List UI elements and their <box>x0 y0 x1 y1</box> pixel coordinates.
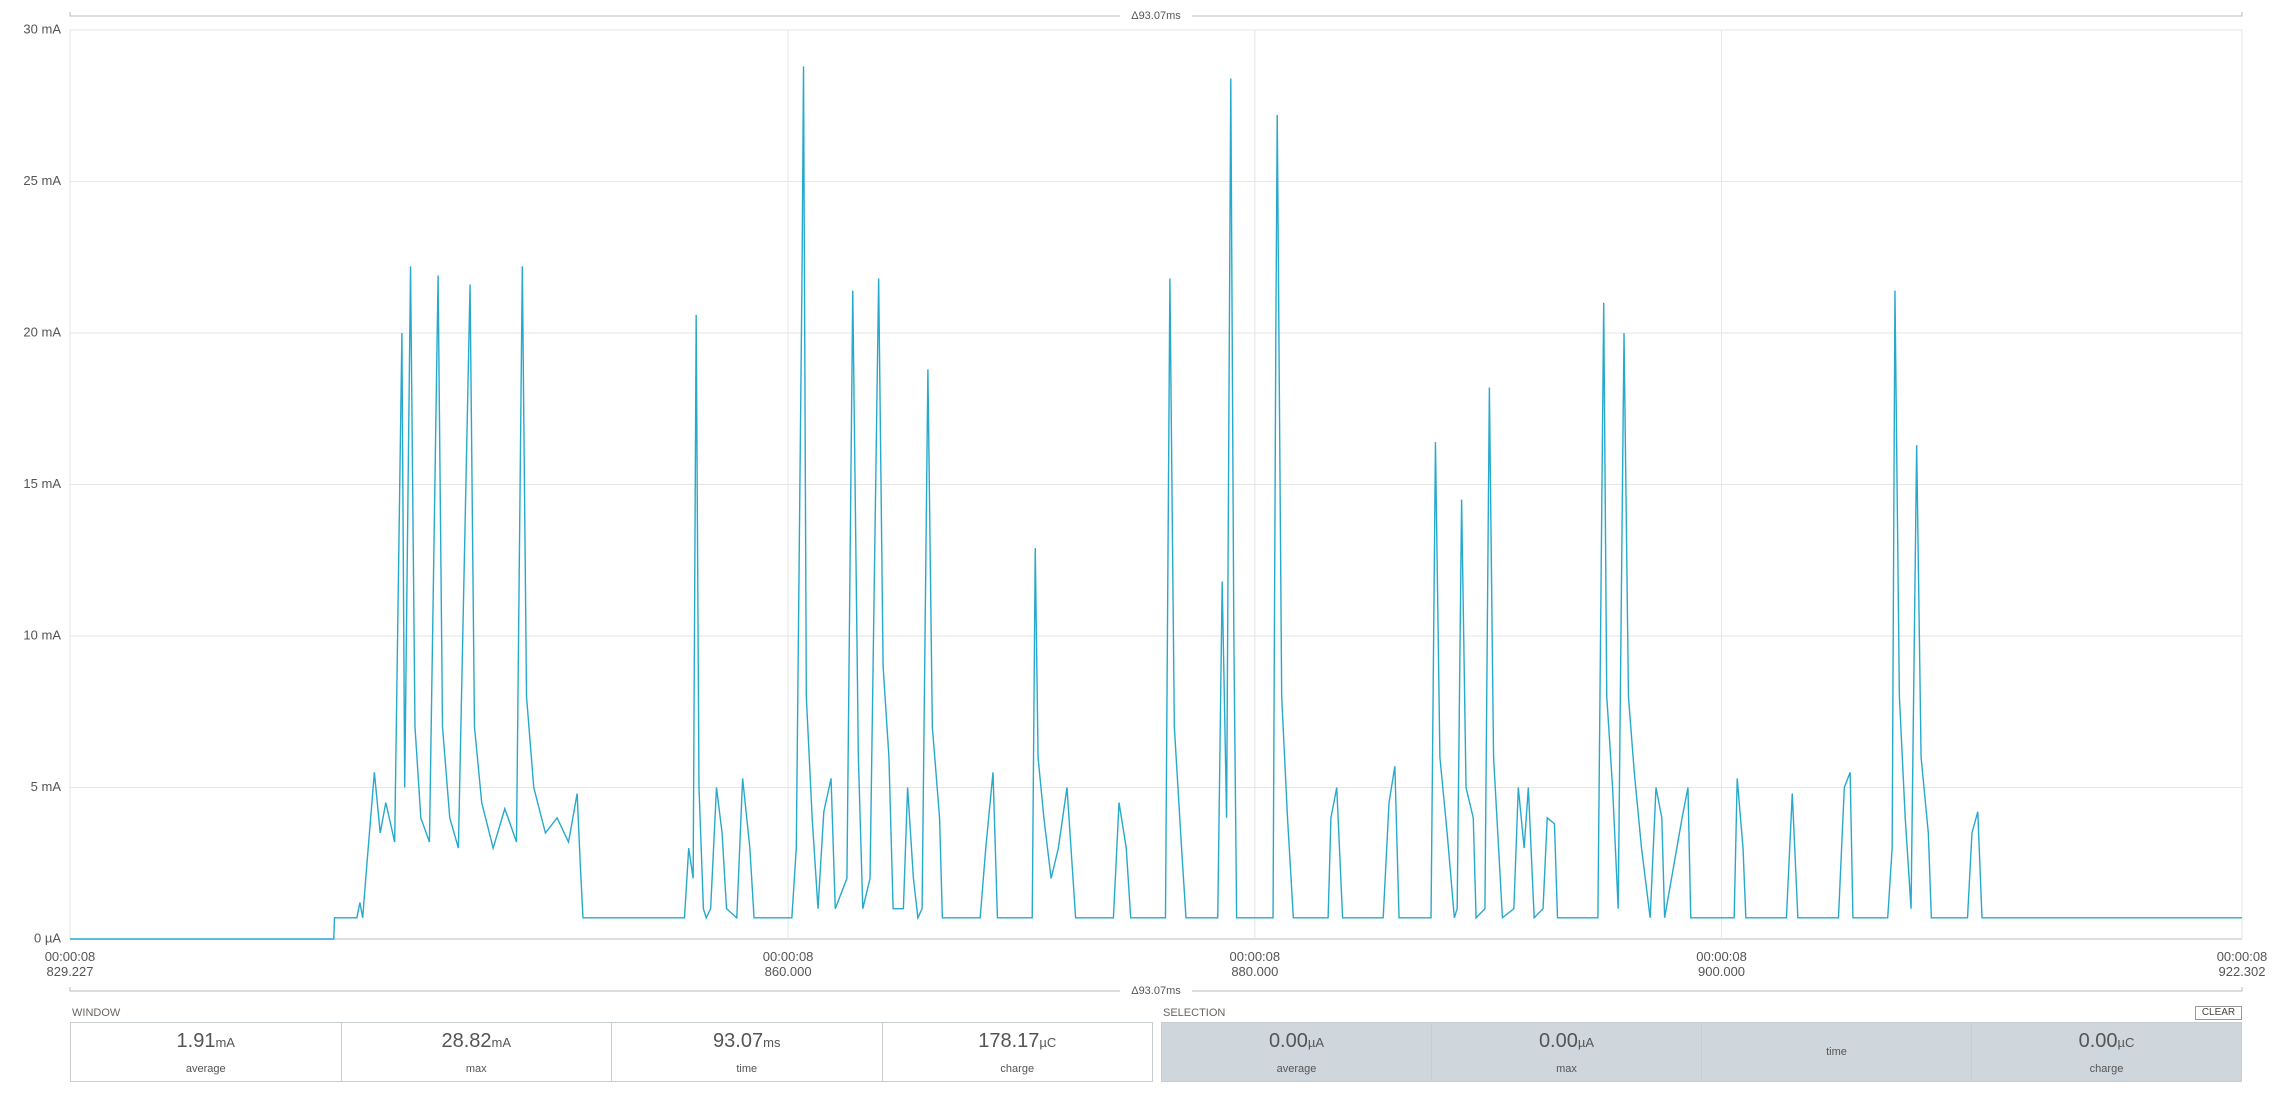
x-tick-label: 00:00:08 880.000 <box>1229 949 1281 979</box>
range-label-bg <box>1120 8 1192 24</box>
window-panel: 1.91mA average 28.82mA max 93.07ms time 178.17… <box>70 1022 1153 1082</box>
x-tick-label: 00:00:08 900.000 <box>1696 949 1747 979</box>
stat-value: 178.17µC <box>978 1030 1056 1053</box>
stat-unit: mA <box>491 1034 512 1050</box>
x-tick-label: 00:00:08 829.227 <box>44 949 96 979</box>
stat-cell: 1.91mA average <box>71 1023 342 1081</box>
stat-number: 0.00 <box>2078 1029 2118 1052</box>
range-svg: Δ93.07ms <box>69 983 2243 999</box>
stat-value: 93.07ms <box>713 1030 780 1053</box>
stat-number: 28.82 <box>441 1029 492 1052</box>
stat-cell: 178.17µC charge <box>883 1023 1153 1081</box>
y-tick-label: 5 mA <box>31 779 62 794</box>
stat-label: time <box>1826 1046 1847 1058</box>
stat-number: 1.91 <box>176 1029 216 1052</box>
y-tick-label: 30 mA <box>23 21 61 36</box>
stat-label: max <box>1556 1062 1577 1075</box>
stat-number: 0.00 <box>1268 1029 1308 1052</box>
stat-cell: time <box>1702 1023 1972 1081</box>
x-tick-label: 00:00:08 922.302 <box>2216 949 2268 979</box>
stat-unit: mA <box>215 1034 235 1050</box>
y-tick-label: 15 mA <box>23 476 61 491</box>
stat-label: average <box>185 1062 226 1075</box>
panel-title: WINDOW <box>72 1007 121 1019</box>
stat-unit: µA <box>1307 1034 1325 1050</box>
stat-unit: µC <box>1039 1034 1057 1050</box>
y-tick-label: 0 µA <box>34 930 61 945</box>
x-tick-label: 00:00:08 860.000 <box>762 949 814 979</box>
y-tick-label: 10 mA <box>23 627 61 642</box>
panel-title: SELECTION <box>1163 1007 1226 1019</box>
clear-button[interactable]: CLEAR <box>2195 1006 2242 1020</box>
stat-cell: 93.07ms time <box>612 1023 883 1081</box>
y-tick-label: 20 mA <box>23 324 61 339</box>
range-label-bg <box>1120 983 1192 999</box>
stat-label: time <box>736 1062 758 1075</box>
stat-cell: 28.82mA max <box>342 1023 612 1081</box>
stat-number: 178.17 <box>978 1029 1040 1052</box>
stat-number: 93.07 <box>713 1029 764 1052</box>
stat-cell: 0.00µA average <box>1162 1023 1432 1081</box>
stat-unit: µA <box>1577 1034 1595 1050</box>
stat-value: 28.82mA <box>441 1030 511 1053</box>
stat-label: max <box>465 1062 487 1075</box>
selection-panel: 0.00µA average 0.00µA max time 0.00µC charge <box>1161 1022 2242 1082</box>
range-label: Δ93.07ms <box>1131 985 1181 997</box>
stat-label: charge <box>2089 1062 2124 1075</box>
stat-unit: µC <box>2117 1034 2135 1050</box>
stat-cell: 0.00µA max <box>1432 1023 1702 1081</box>
range-label: Δ93.07ms <box>1131 10 1181 22</box>
stat-value: 0.00µA <box>1539 1030 1594 1053</box>
chart: 0 µA 5 mA 10 mA 15 mA 20 mA 25 mA 30 mA Δ93.07m… <box>23 8 2243 945</box>
stat-value: 1.91mA <box>177 1030 235 1053</box>
y-tick-label: 25 mA <box>23 173 61 188</box>
stat-number: 0.00 <box>1538 1029 1578 1052</box>
stat-value: 0.00µA <box>1269 1030 1324 1053</box>
stat-cell: 0.00µC charge <box>1972 1023 2241 1081</box>
stat-value: 0.00µC <box>2079 1030 2135 1053</box>
stat-label: average <box>1276 1062 1317 1075</box>
stat-unit: ms <box>763 1034 781 1050</box>
stat-label: charge <box>1000 1062 1035 1075</box>
current-trace <box>70 66 2242 940</box>
